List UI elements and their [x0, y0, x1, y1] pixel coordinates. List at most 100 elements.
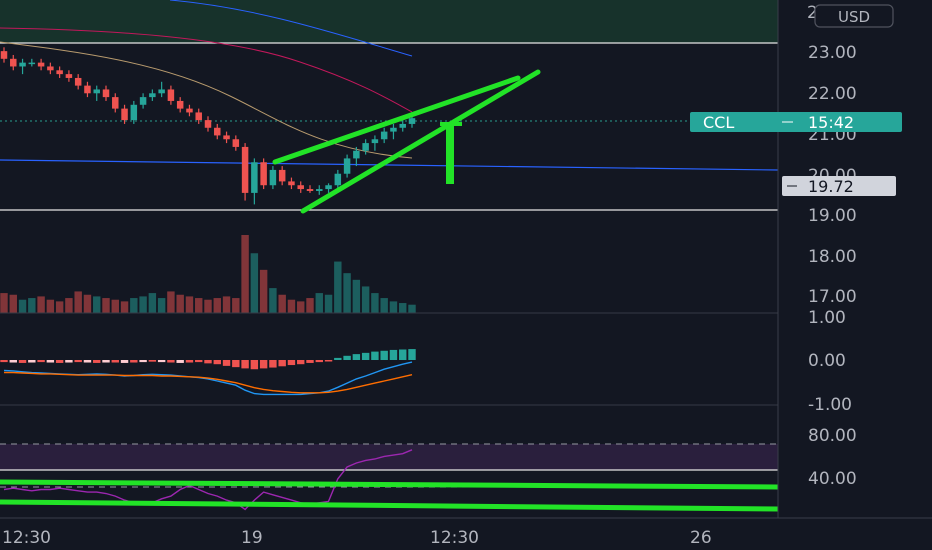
rsi-support-trendline-lower[interactable] — [0, 499, 779, 512]
rsi-band — [0, 444, 778, 470]
price-axis[interactable]: 2 23.00 22.00 21.00 20.00 19.00 18.00 17… — [690, 3, 902, 489]
candle-body — [176, 100, 184, 109]
candle-body — [47, 66, 54, 71]
rsi-support-trendline-upper[interactable] — [0, 479, 779, 490]
rsi-tick: 80.00 — [808, 426, 857, 446]
volume-bar — [232, 298, 240, 313]
macd-histogram-bar — [241, 360, 249, 369]
macd-histogram-bar — [334, 357, 342, 360]
candle — [204, 116, 212, 132]
macd-histogram-bar — [361, 352, 370, 360]
rsi-tick: 40.00 — [808, 469, 857, 489]
macd-histogram-bar — [380, 350, 388, 360]
candle-body — [214, 127, 221, 136]
macd-histogram-bar — [130, 360, 138, 363]
volume-bar — [334, 261, 342, 313]
volume-bar — [287, 299, 296, 313]
macd-histogram-bar — [28, 360, 36, 363]
volume-bar — [241, 235, 249, 313]
candle — [353, 146, 360, 167]
macd-histogram-bar — [222, 360, 231, 366]
macd-histogram-bar — [0, 360, 8, 363]
candle — [371, 135, 379, 151]
price-tick: 22.00 — [808, 84, 857, 104]
candle — [195, 108, 202, 124]
candle-body — [316, 189, 323, 191]
candle — [334, 169, 342, 190]
candle — [390, 123, 397, 140]
candle — [121, 104, 128, 124]
time-tick: 19 — [241, 528, 263, 548]
wedge-upper-trendline[interactable] — [272, 75, 521, 165]
macd-histogram-bar — [287, 360, 296, 366]
symbol-label: CCL — [703, 113, 734, 132]
wedge-drawing[interactable] — [272, 69, 541, 214]
time-tick: 12:30 — [430, 528, 479, 548]
price-tick: 18.00 — [808, 247, 857, 267]
macd-histogram-bar — [83, 360, 92, 363]
volume-bar — [74, 291, 82, 313]
candle — [0, 47, 8, 63]
currency-button-frame[interactable] — [814, 4, 894, 28]
candle — [278, 166, 286, 186]
time-axis[interactable]: 12:30 19 12:30 26 — [0, 517, 932, 550]
price-tick: 17.00 — [808, 287, 857, 307]
candle — [241, 143, 249, 201]
moving-average-tan — [0, 41, 413, 159]
candle — [10, 54, 17, 71]
volume-bar — [222, 296, 231, 313]
candle — [269, 166, 277, 190]
candle-body — [399, 123, 406, 128]
volume-bar — [269, 288, 277, 313]
currency-button-label[interactable]: USD — [838, 8, 870, 26]
macd-histogram-bar — [37, 360, 45, 363]
volume-bar — [93, 296, 101, 313]
long-moving-average — [0, 159, 779, 171]
volume-bar — [157, 298, 166, 313]
candle-body — [251, 162, 258, 193]
macd-histogram-bar — [111, 360, 119, 363]
candle — [260, 158, 267, 190]
candle-body — [167, 89, 175, 101]
candle — [214, 123, 221, 140]
candle-body — [269, 169, 277, 186]
candle — [139, 93, 147, 109]
volume-bar — [408, 304, 416, 313]
candle — [325, 183, 332, 193]
macd-histogram — [0, 349, 416, 370]
macd-histogram-bar — [389, 349, 398, 360]
candle-body — [56, 70, 63, 75]
price-tick: 19.00 — [808, 206, 857, 226]
macd-signal-line — [4, 371, 413, 394]
candle-body — [362, 143, 369, 151]
macd-histogram-bar — [148, 360, 157, 362]
candle-body — [74, 77, 82, 86]
price-axis-background[interactable] — [778, 0, 932, 550]
price-pane[interactable] — [0, 0, 779, 313]
volume-bar — [371, 293, 379, 313]
candle-body — [102, 89, 110, 98]
candle-body — [10, 58, 17, 67]
macd-histogram-bar — [65, 360, 73, 363]
macd-tick: -1.00 — [808, 395, 852, 415]
level-price-label: 19.72 — [782, 176, 896, 196]
candle-body — [343, 158, 351, 174]
macd-histogram-bar — [55, 360, 64, 363]
volume-bar — [139, 296, 147, 313]
candle-body — [380, 131, 388, 140]
volume-bar — [343, 273, 351, 313]
macd-histogram-bar — [232, 360, 240, 368]
candle-body — [139, 97, 147, 105]
macd-pane[interactable] — [0, 349, 416, 396]
candle-body — [306, 189, 314, 191]
macd-histogram-bar — [176, 360, 184, 363]
volume-bar — [213, 298, 221, 313]
macd-tick: 0.00 — [808, 351, 846, 371]
candle-body — [158, 89, 165, 94]
candle-body — [223, 135, 230, 140]
rsi-pane[interactable] — [0, 443, 779, 512]
wedge-lower-trendline[interactable] — [300, 69, 541, 214]
candle-body — [149, 93, 156, 98]
currency-button[interactable]: USD — [814, 4, 894, 28]
